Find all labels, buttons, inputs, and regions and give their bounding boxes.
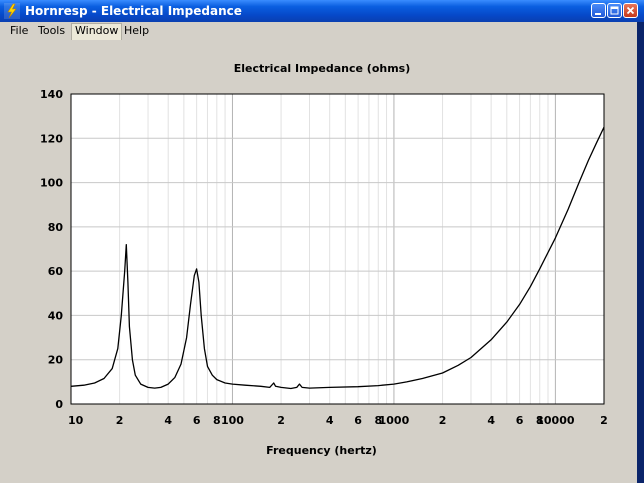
window-title: Hornresp - Electrical Impedance: [25, 4, 242, 18]
hornresp-lightning-icon: [4, 3, 20, 19]
desktop-edge: [637, 22, 644, 483]
x-tick-label: 1000: [379, 414, 410, 427]
x-tick-label: 10000: [536, 414, 575, 427]
x-tick-label: 4: [164, 414, 172, 427]
x-tick-label: 2: [600, 414, 608, 427]
x-tick-label: 2: [277, 414, 285, 427]
x-tick-label: 4: [487, 414, 495, 427]
x-tick-label: 6: [193, 414, 201, 427]
minimize-icon: [595, 13, 601, 15]
x-tick-label: 8: [536, 414, 544, 427]
x-tick-label: 2: [116, 414, 124, 427]
x-axis-label: Frequency (hertz): [266, 444, 377, 457]
plot-background: [71, 94, 604, 404]
y-tick-label: 120: [40, 132, 63, 145]
x-tick-label: 4: [326, 414, 334, 427]
y-tick-label: 20: [48, 354, 64, 367]
x-tick-label: 6: [354, 414, 362, 427]
chart-panel: Electrical Impedance (ohms) 0 20 40 60 80 100…: [0, 40, 644, 483]
menu-file[interactable]: File: [10, 24, 29, 37]
chart-title: Electrical Impedance (ohms): [233, 62, 411, 75]
y-tick-label: 80: [48, 221, 64, 234]
y-tick-label: 40: [48, 309, 64, 322]
plot-frame: [70, 93, 605, 405]
impedance-series-line: [70, 126, 605, 390]
x-tick-label: 10: [68, 414, 84, 427]
menu-tools[interactable]: Tools: [38, 24, 66, 37]
x-tick-label: 8: [213, 414, 221, 427]
menu-help[interactable]: Help: [124, 24, 150, 37]
x-tick-label: 8: [374, 414, 382, 427]
close-button[interactable]: [623, 3, 638, 18]
y-tick-label: 100: [40, 177, 63, 190]
maximize-icon: [610, 6, 619, 15]
menu-window[interactable]: Window: [70, 23, 123, 41]
title-bar[interactable]: Hornresp - Electrical Impedance: [0, 0, 644, 22]
x-tick-label: 100: [221, 414, 244, 427]
close-icon: [626, 6, 635, 15]
y-tick-label: 0: [55, 398, 63, 411]
x-tick-label: 6: [516, 414, 524, 427]
y-tick-label: 60: [48, 265, 64, 278]
menu-bar: File Tools Window Help: [0, 22, 644, 41]
maximize-button[interactable]: [607, 3, 622, 18]
y-tick-label: 140: [40, 88, 63, 101]
minimize-button[interactable]: [591, 3, 606, 18]
x-tick-label: 2: [439, 414, 447, 427]
